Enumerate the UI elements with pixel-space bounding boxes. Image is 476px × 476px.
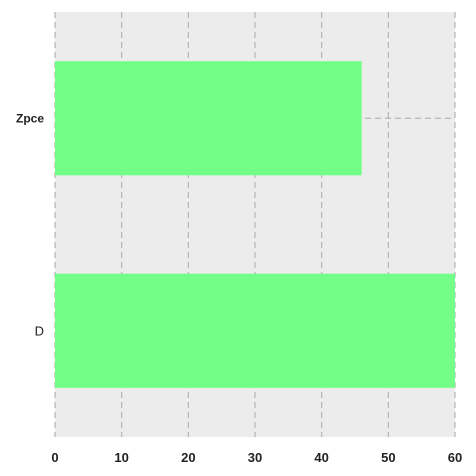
x-tick-label-40: 40: [314, 450, 328, 465]
x-tick-label-20: 20: [181, 450, 195, 465]
category-label-d: D: [35, 323, 44, 338]
x-tick-labels: 0 10 20 30 40 50 60: [51, 450, 462, 465]
category-labels: Zpce D: [16, 111, 44, 338]
bar-zpce: [55, 61, 362, 176]
bar-d: [55, 273, 455, 388]
x-tick-label-10: 10: [114, 450, 128, 465]
bars: [55, 61, 455, 388]
x-tick-label-30: 30: [248, 450, 262, 465]
category-label-zpce: Zpce: [16, 111, 44, 125]
x-tick-label-50: 50: [381, 450, 395, 465]
x-tick-label-60: 60: [448, 450, 462, 465]
x-tick-label-0: 0: [51, 450, 58, 465]
